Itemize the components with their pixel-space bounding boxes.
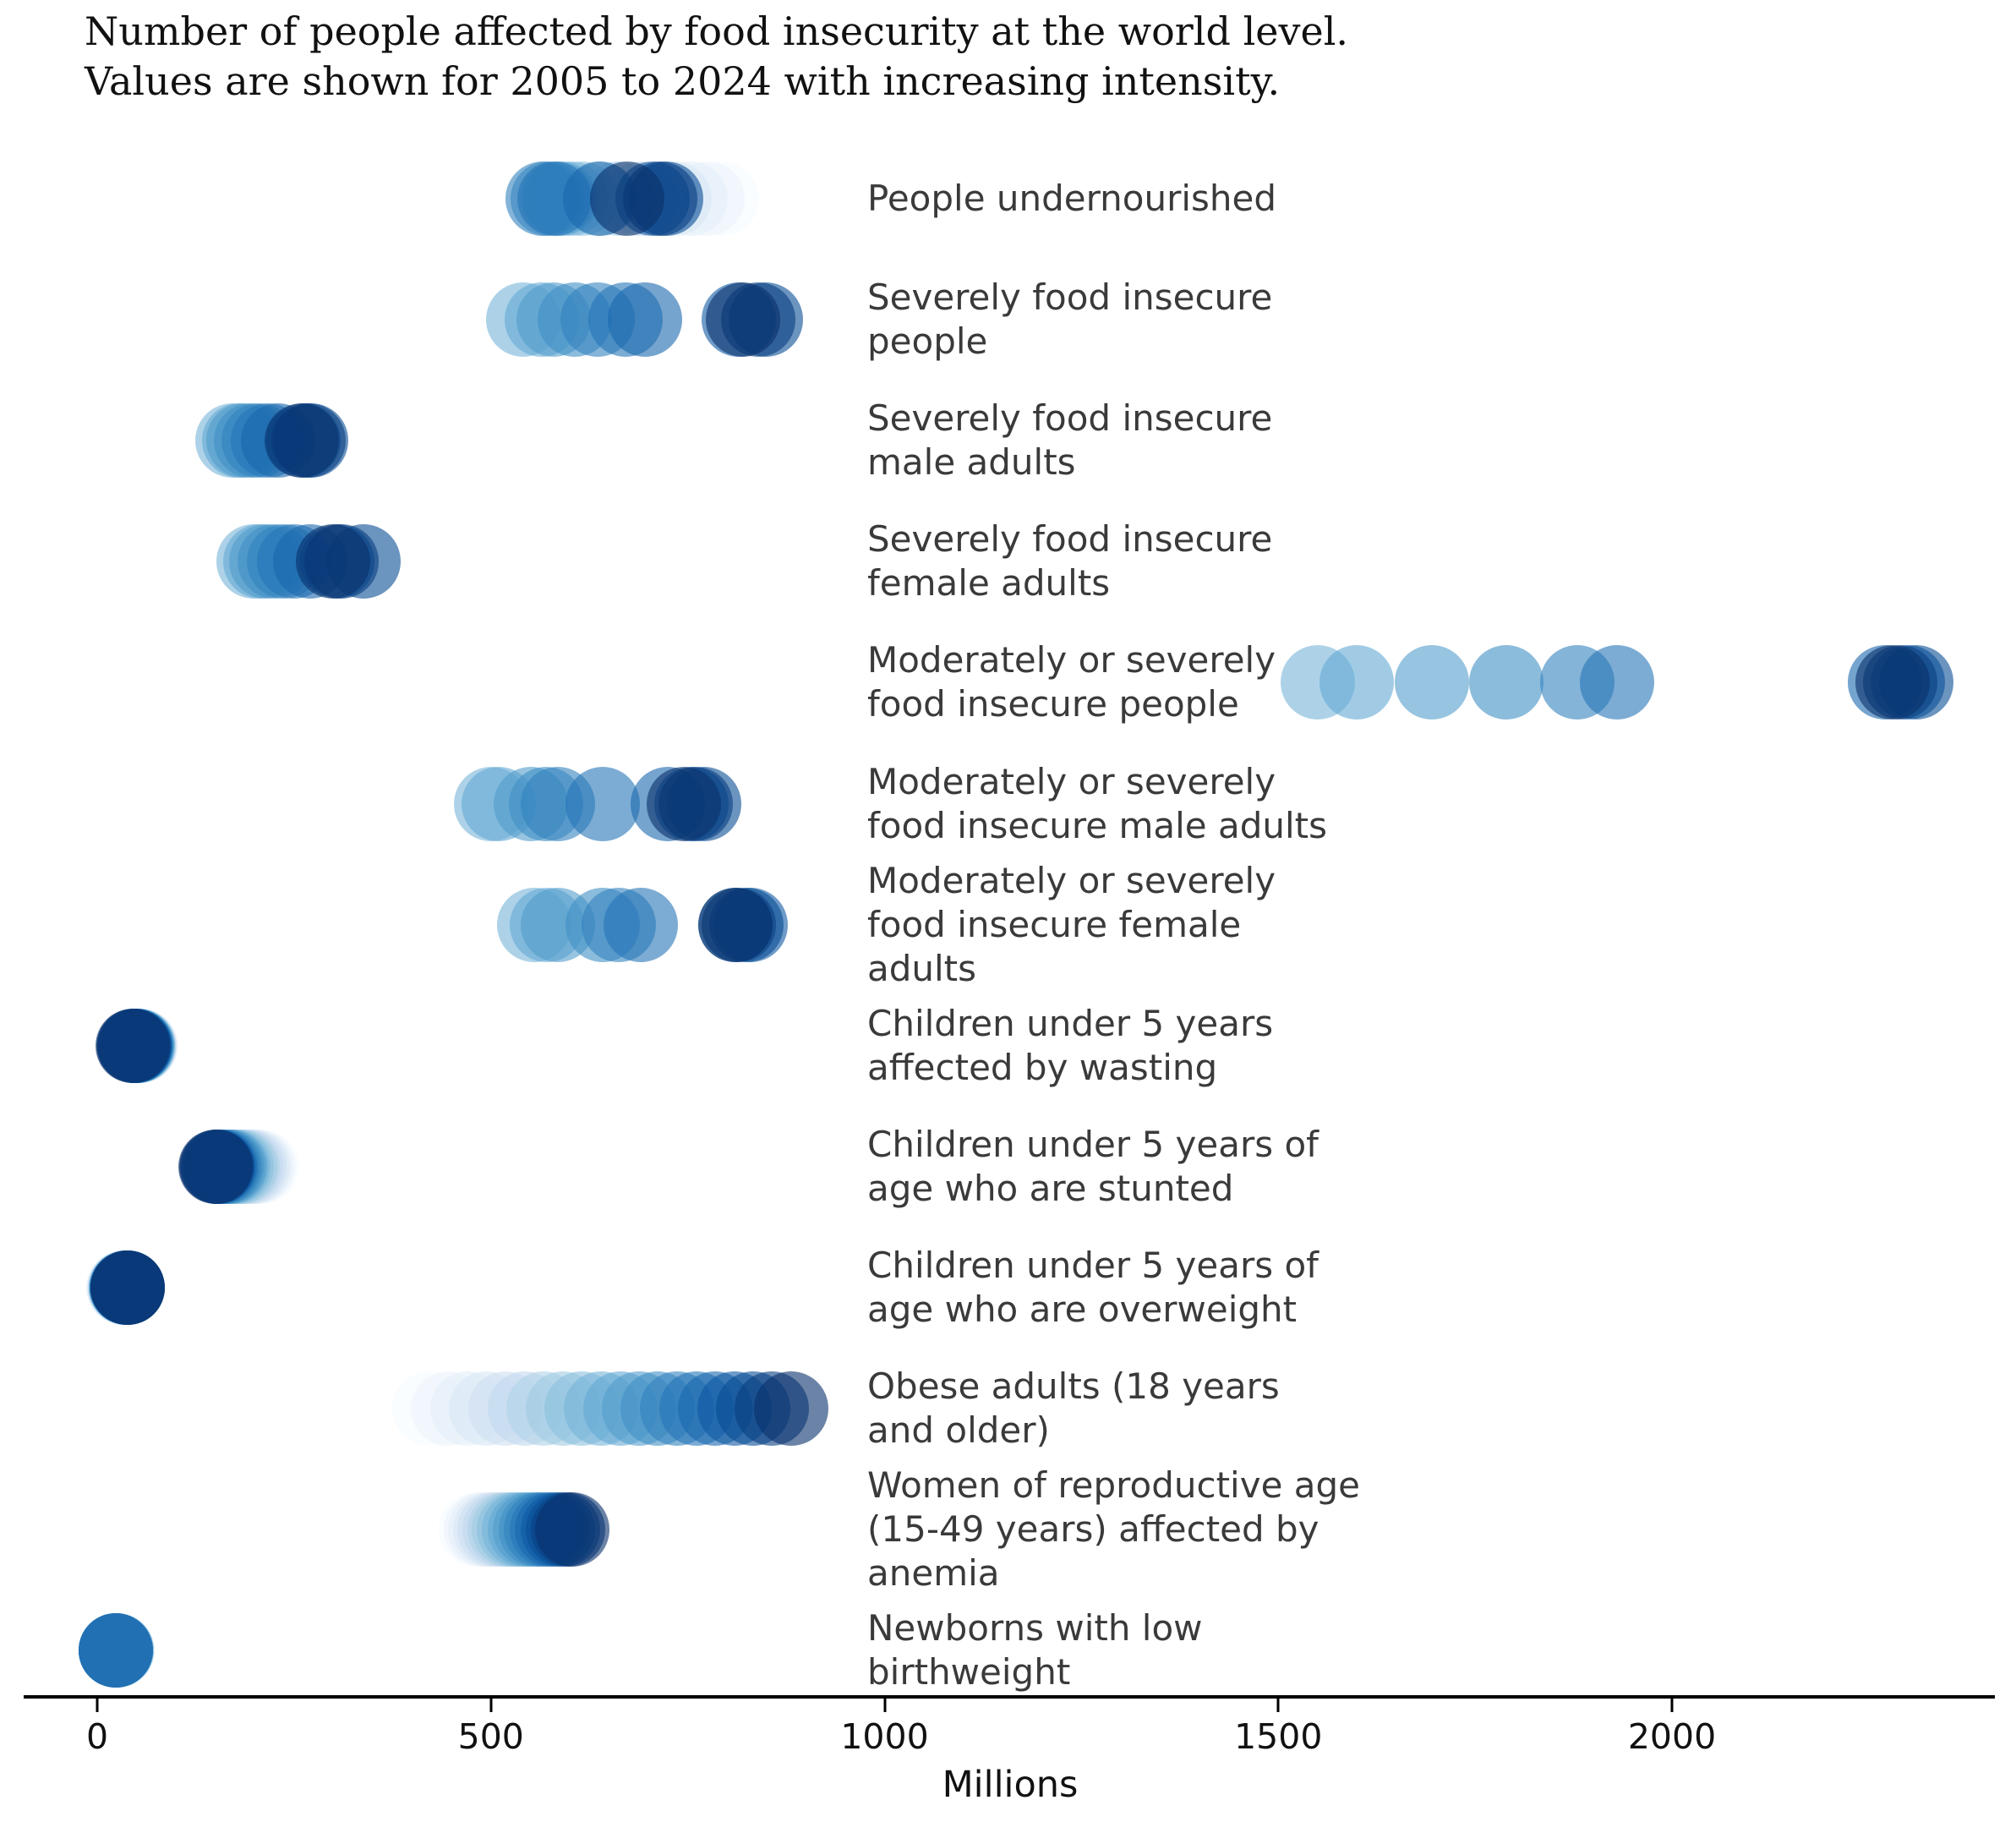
data-point bbox=[646, 766, 721, 841]
category-label: Women of reproductive age (15-49 years) a… bbox=[867, 1464, 1360, 1595]
category-label-line: Obese adults (18 years bbox=[867, 1365, 1280, 1407]
category-label: Moderately or severely food insecure peop… bbox=[867, 638, 1276, 726]
category-label-line: People undernourished bbox=[867, 178, 1277, 219]
x-tick-label: 500 bbox=[457, 1716, 524, 1757]
x-axis-line bbox=[24, 1695, 1995, 1699]
x-tick-label: 1000 bbox=[840, 1716, 929, 1757]
x-tick-mark bbox=[489, 1699, 493, 1712]
data-point bbox=[296, 524, 371, 599]
category-label: Obese adults (18 years and older) bbox=[867, 1365, 1280, 1453]
data-point bbox=[1855, 645, 1930, 720]
data-point bbox=[705, 282, 780, 358]
category-label-line: Severely food insecure bbox=[867, 276, 1273, 319]
category-label-line: Women of reproductive age bbox=[867, 1464, 1360, 1507]
category-label-line: Moderately or severely bbox=[867, 639, 1276, 681]
data-point bbox=[565, 766, 641, 841]
category-label-line: Severely food insecure bbox=[867, 518, 1273, 561]
category-label: Moderately or severely food insecure male… bbox=[867, 760, 1327, 848]
category-label-line: Newborns with low bbox=[867, 1607, 1203, 1650]
category-label: Children under 5 years affected by wastin… bbox=[867, 1002, 1273, 1090]
category-label-line: (15-49 years) affected by bbox=[867, 1508, 1319, 1551]
chart-title-line-2: Values are shown for 2005 to 2024 with i… bbox=[85, 58, 1281, 104]
x-tick-mark bbox=[96, 1699, 99, 1712]
category-label: Newborns with low birthweight bbox=[867, 1606, 1203, 1694]
data-point bbox=[697, 887, 773, 962]
category-label-line: Moderately or severely bbox=[867, 859, 1276, 901]
data-point bbox=[265, 403, 340, 479]
data-point bbox=[178, 1129, 253, 1204]
category-label-line: birthweight bbox=[867, 1651, 1071, 1693]
category-label-line: adults bbox=[867, 947, 977, 989]
data-point bbox=[608, 282, 683, 358]
category-label: Moderately or severely food insecure fema… bbox=[867, 859, 1276, 991]
data-point bbox=[603, 887, 678, 962]
category-label-line: male adults bbox=[867, 441, 1076, 484]
category-label-line: Children under 5 years of bbox=[867, 1244, 1319, 1286]
data-point bbox=[95, 1008, 170, 1083]
x-tick-label: 1500 bbox=[1234, 1716, 1323, 1757]
category-label: People undernourished bbox=[867, 177, 1276, 221]
category-label: Severely food insecure female adults bbox=[867, 517, 1272, 605]
category-label: Severely food insecure male adults bbox=[867, 397, 1272, 484]
data-point bbox=[1394, 645, 1469, 720]
data-point bbox=[753, 1371, 828, 1446]
category-label-line: food insecure people bbox=[867, 683, 1239, 725]
data-point bbox=[90, 1250, 166, 1325]
data-point bbox=[1579, 645, 1654, 720]
category-label-line: affected by wasting bbox=[867, 1046, 1218, 1088]
chart-title-line-1: Number of people affected by food insecu… bbox=[85, 8, 1349, 54]
data-point bbox=[589, 161, 664, 236]
category-label-line: Children under 5 years of bbox=[867, 1123, 1319, 1165]
x-tick-label: 2000 bbox=[1627, 1716, 1717, 1757]
x-axis-title: Millions bbox=[942, 1764, 1079, 1806]
category-label-line: female adults bbox=[867, 562, 1111, 605]
x-tick-label: 0 bbox=[85, 1716, 109, 1757]
x-tick-mark bbox=[1276, 1699, 1280, 1712]
x-tick-mark bbox=[1670, 1699, 1674, 1712]
category-label: Severely food insecure people bbox=[867, 276, 1272, 364]
category-label-line: people bbox=[867, 320, 988, 363]
category-label-line: Moderately or severely bbox=[867, 760, 1276, 802]
category-label-line: and older) bbox=[867, 1409, 1050, 1451]
data-point bbox=[1319, 645, 1395, 720]
category-label-line: food insecure female bbox=[867, 903, 1242, 945]
category-label: Children under 5 years of age who are ove… bbox=[867, 1244, 1319, 1332]
category-label-line: food insecure male adults bbox=[867, 804, 1327, 846]
category-label-line: Severely food insecure bbox=[867, 397, 1273, 440]
category-label-line: age who are overweight bbox=[867, 1288, 1298, 1330]
data-point bbox=[534, 1492, 609, 1568]
category-label-line: age who are stunted bbox=[867, 1167, 1234, 1209]
data-point bbox=[1469, 645, 1544, 720]
data-point bbox=[78, 1613, 153, 1688]
x-tick-mark bbox=[883, 1699, 886, 1712]
category-label: Children under 5 years of age who are stu… bbox=[867, 1123, 1319, 1211]
category-label-line: Children under 5 years bbox=[867, 1002, 1274, 1044]
chart-title: Number of people affected by food insecu… bbox=[85, 7, 1348, 107]
category-label-line: anemia bbox=[867, 1552, 1000, 1595]
